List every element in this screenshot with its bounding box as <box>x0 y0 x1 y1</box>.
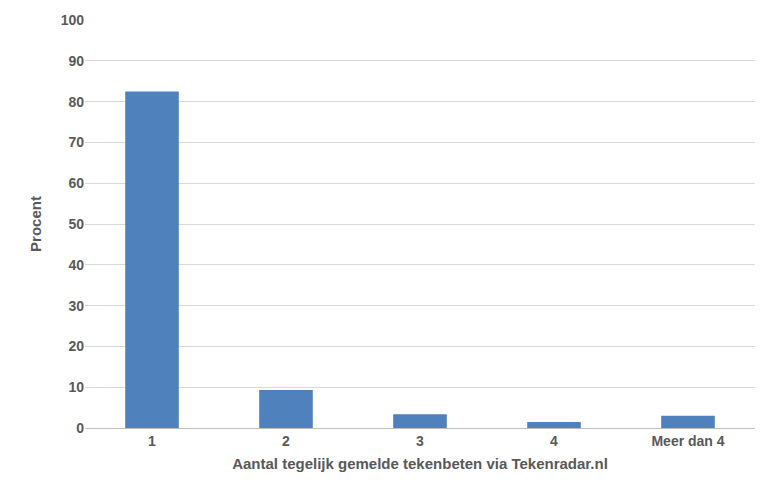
svg-text:3: 3 <box>416 433 424 449</box>
svg-text:Aantal tegelijk gemelde tekenb: Aantal tegelijk gemelde tekenbeten via T… <box>232 455 608 472</box>
svg-text:0: 0 <box>76 420 84 436</box>
svg-text:60: 60 <box>68 175 84 191</box>
svg-text:30: 30 <box>68 298 84 314</box>
svg-text:70: 70 <box>68 134 84 150</box>
svg-text:2: 2 <box>282 433 290 449</box>
svg-text:Procent: Procent <box>27 196 44 252</box>
svg-text:20: 20 <box>68 338 84 354</box>
svg-text:4: 4 <box>550 433 558 449</box>
svg-text:50: 50 <box>68 216 84 232</box>
svg-text:80: 80 <box>68 94 84 110</box>
svg-text:100: 100 <box>61 12 85 28</box>
svg-text:Meer dan 4: Meer dan 4 <box>651 433 724 449</box>
svg-text:90: 90 <box>68 53 84 69</box>
svg-text:10: 10 <box>68 379 84 395</box>
svg-text:40: 40 <box>68 257 84 273</box>
svg-text:1: 1 <box>148 433 156 449</box>
